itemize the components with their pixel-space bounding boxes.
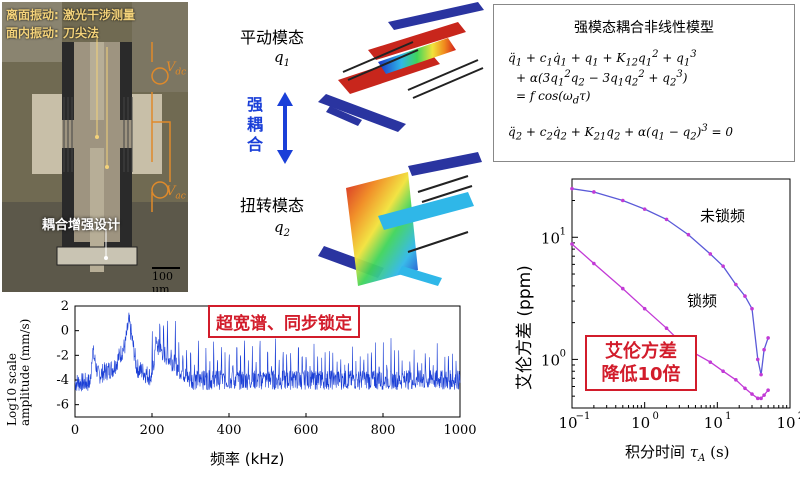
torsion-mode-name: 扭转模态 bbox=[240, 196, 305, 215]
label-in-plane: 面内振动: 刀尖法 bbox=[6, 26, 99, 40]
double-arrow-icon bbox=[277, 92, 293, 164]
torsion-mode-var: q2 bbox=[274, 218, 290, 239]
allan-xlabel: 积分时间 τA (s) bbox=[625, 443, 730, 464]
locked-label: 锁频 bbox=[687, 292, 718, 310]
spectrum-ylabel: Log10 scale amplitude (mm/s) bbox=[5, 318, 32, 426]
spectrum-ytick-label: 2 bbox=[61, 299, 69, 314]
allan-xtick-label: 10 bbox=[631, 414, 650, 432]
spectrum-callout: 超宽谱、同步锁定 bbox=[208, 305, 360, 338]
allan-data-point bbox=[708, 360, 713, 364]
allan-data-point bbox=[721, 264, 725, 268]
allan-data-point bbox=[642, 207, 647, 211]
allan-data-point bbox=[570, 186, 574, 191]
allan-data-point bbox=[642, 306, 647, 311]
equation-q2: q̈2 + c2q̇2 + K21q2 + α(q1 − q2)3 = 0 bbox=[508, 123, 734, 143]
allan-callout: 艾伦方差 降低10倍 bbox=[585, 335, 697, 391]
spectrum-ytick-label: -2 bbox=[56, 348, 69, 363]
allan-xtick-exponent: 2 bbox=[798, 411, 800, 422]
translation-mode-shape bbox=[318, 2, 484, 132]
translation-mode-name: 平动模态 bbox=[240, 28, 305, 47]
allan-xtick-exponent: −1 bbox=[576, 411, 591, 422]
allan-data-point bbox=[750, 306, 754, 311]
spectrum-xlabel: 频率 (kHz) bbox=[210, 450, 285, 468]
micrograph-drawing bbox=[2, 2, 188, 292]
allan-data-point bbox=[664, 217, 669, 222]
unlocked-label: 未锁频 bbox=[700, 207, 746, 225]
torsion-mode-shape bbox=[318, 152, 482, 286]
allan-data-point bbox=[570, 242, 574, 246]
allan-data-point bbox=[755, 357, 760, 362]
label-out-of-plane: 离面振动: 激光干涉测量 bbox=[6, 8, 135, 22]
spectrum-xtick-label: 800 bbox=[371, 423, 396, 438]
allan-data-point bbox=[734, 282, 738, 287]
allan-data-point bbox=[762, 347, 766, 352]
allan-ytick-label: 10 bbox=[541, 351, 560, 369]
allan-data-point bbox=[708, 252, 713, 256]
allan-ytick-label: 10 bbox=[541, 229, 560, 247]
coupling-design-caption: 耦合增强设计 bbox=[42, 218, 121, 233]
allan-data-point bbox=[592, 190, 596, 194]
spectrum-xtick-label: 0 bbox=[71, 423, 79, 438]
allan-ytick-exponent: 0 bbox=[560, 348, 566, 359]
equation-q1-line3: = f cos(ωdτ) bbox=[516, 89, 591, 107]
allan-ytick-exponent: 1 bbox=[560, 226, 566, 237]
allan-chart: 10−1100101102101100 bbox=[541, 178, 800, 432]
allan-data-point bbox=[721, 369, 725, 374]
spectrum-ytick-label: 0 bbox=[61, 324, 69, 339]
allan-data-point bbox=[743, 386, 747, 391]
vac-label: Vac bbox=[166, 184, 186, 202]
strong-coupling-label: 强 耦 合 bbox=[246, 95, 263, 154]
allan-data-point bbox=[734, 378, 738, 382]
allan-xtick-label: 10 bbox=[704, 414, 723, 432]
allan-data-point bbox=[766, 336, 770, 340]
scale-bar-label: 100 um bbox=[152, 270, 173, 292]
allan-data-point bbox=[686, 232, 691, 237]
allan-xtick-label: 10 bbox=[558, 414, 577, 432]
device-micrograph: 离面振动: 激光干涉测量 面内振动: 刀尖法 Vdc Vac 耦合增强设计 10… bbox=[2, 2, 188, 292]
spectrum-xtick-label: 1000 bbox=[443, 423, 476, 438]
allan-data-point bbox=[592, 261, 596, 266]
spectrum-xtick-label: 400 bbox=[217, 423, 242, 438]
allan-data-point bbox=[759, 372, 763, 377]
allan-data-point bbox=[755, 396, 760, 401]
allan-data-point bbox=[620, 286, 625, 291]
allan-data-point bbox=[762, 393, 766, 397]
translation-mode-var: q1 bbox=[274, 48, 290, 69]
spectrum-chart: 0 200 400 600 800 1000 2 0 -2 -4 -6 bbox=[56, 299, 476, 438]
allan-xtick-exponent: 0 bbox=[652, 411, 658, 422]
allan-xtick-label: 10 bbox=[776, 414, 795, 432]
allan-ylabel: 艾伦方差 (ppm) bbox=[515, 265, 535, 390]
equation-q1-line2: + α(3q12q2 − 3q1q22 + q23) bbox=[516, 69, 688, 89]
allan-data-point bbox=[766, 388, 770, 392]
spectrum-series-line bbox=[74, 312, 461, 392]
allan-data-point bbox=[664, 326, 669, 331]
nonlinear-model-box: 强模态耦合非线性模型 q̈1 + c1q̇1 + q1 + K12q12 + q… bbox=[493, 4, 795, 162]
spectrum-xtick-label: 200 bbox=[140, 423, 165, 438]
allan-data-point bbox=[620, 198, 625, 203]
allan-data-point bbox=[759, 396, 763, 401]
equation-q1-line1: q̈1 + c1q̇1 + q1 + K12q12 + q13 bbox=[508, 49, 697, 69]
spectrum-xtick-label: 600 bbox=[294, 423, 319, 438]
vdc-label: Vdc bbox=[166, 60, 187, 78]
allan-xtick-exponent: 1 bbox=[725, 411, 731, 422]
spectrum-ytick-label: -4 bbox=[56, 373, 69, 388]
allan-data-point bbox=[743, 294, 747, 298]
allan-plot-frame bbox=[571, 178, 791, 409]
model-title: 强模态耦合非线性模型 bbox=[574, 20, 714, 36]
spectrum-ytick-label: -6 bbox=[56, 398, 69, 413]
allan-data-point bbox=[750, 392, 754, 396]
